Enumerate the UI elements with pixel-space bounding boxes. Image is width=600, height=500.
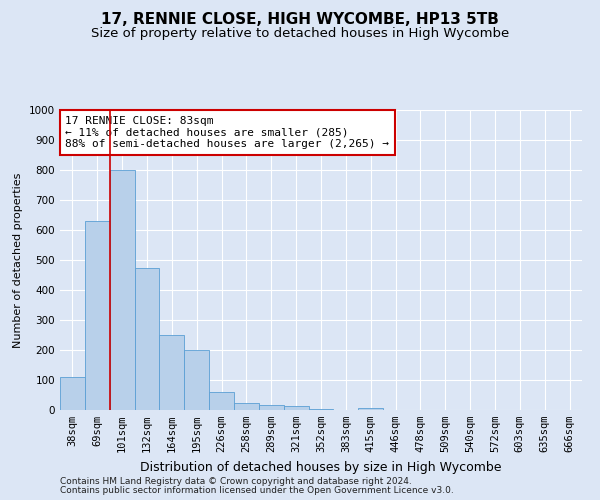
X-axis label: Distribution of detached houses by size in High Wycombe: Distribution of detached houses by size … (140, 460, 502, 473)
Bar (259, 404, 284, 410)
Bar (110, 170, 134, 410)
Bar (308, 408, 334, 410)
Bar (60, 377, 85, 410)
Text: Contains HM Land Registry data © Crown copyright and database right 2024.: Contains HM Land Registry data © Crown c… (60, 477, 412, 486)
Bar (234, 402, 259, 410)
Bar (184, 350, 209, 410)
Bar (358, 408, 383, 410)
Text: 17, RENNIE CLOSE, HIGH WYCOMBE, HP13 5TB: 17, RENNIE CLOSE, HIGH WYCOMBE, HP13 5TB (101, 12, 499, 28)
Bar (160, 335, 184, 410)
Text: 17 RENNIE CLOSE: 83sqm
← 11% of detached houses are smaller (285)
88% of semi-de: 17 RENNIE CLOSE: 83sqm ← 11% of detached… (65, 116, 389, 149)
Text: Contains public sector information licensed under the Open Government Licence v3: Contains public sector information licen… (60, 486, 454, 495)
Y-axis label: Number of detached properties: Number of detached properties (13, 172, 23, 348)
Bar (284, 406, 308, 410)
Bar (85, 221, 110, 410)
Text: Size of property relative to detached houses in High Wycombe: Size of property relative to detached ho… (91, 28, 509, 40)
Bar (209, 392, 234, 410)
Bar (134, 268, 160, 410)
